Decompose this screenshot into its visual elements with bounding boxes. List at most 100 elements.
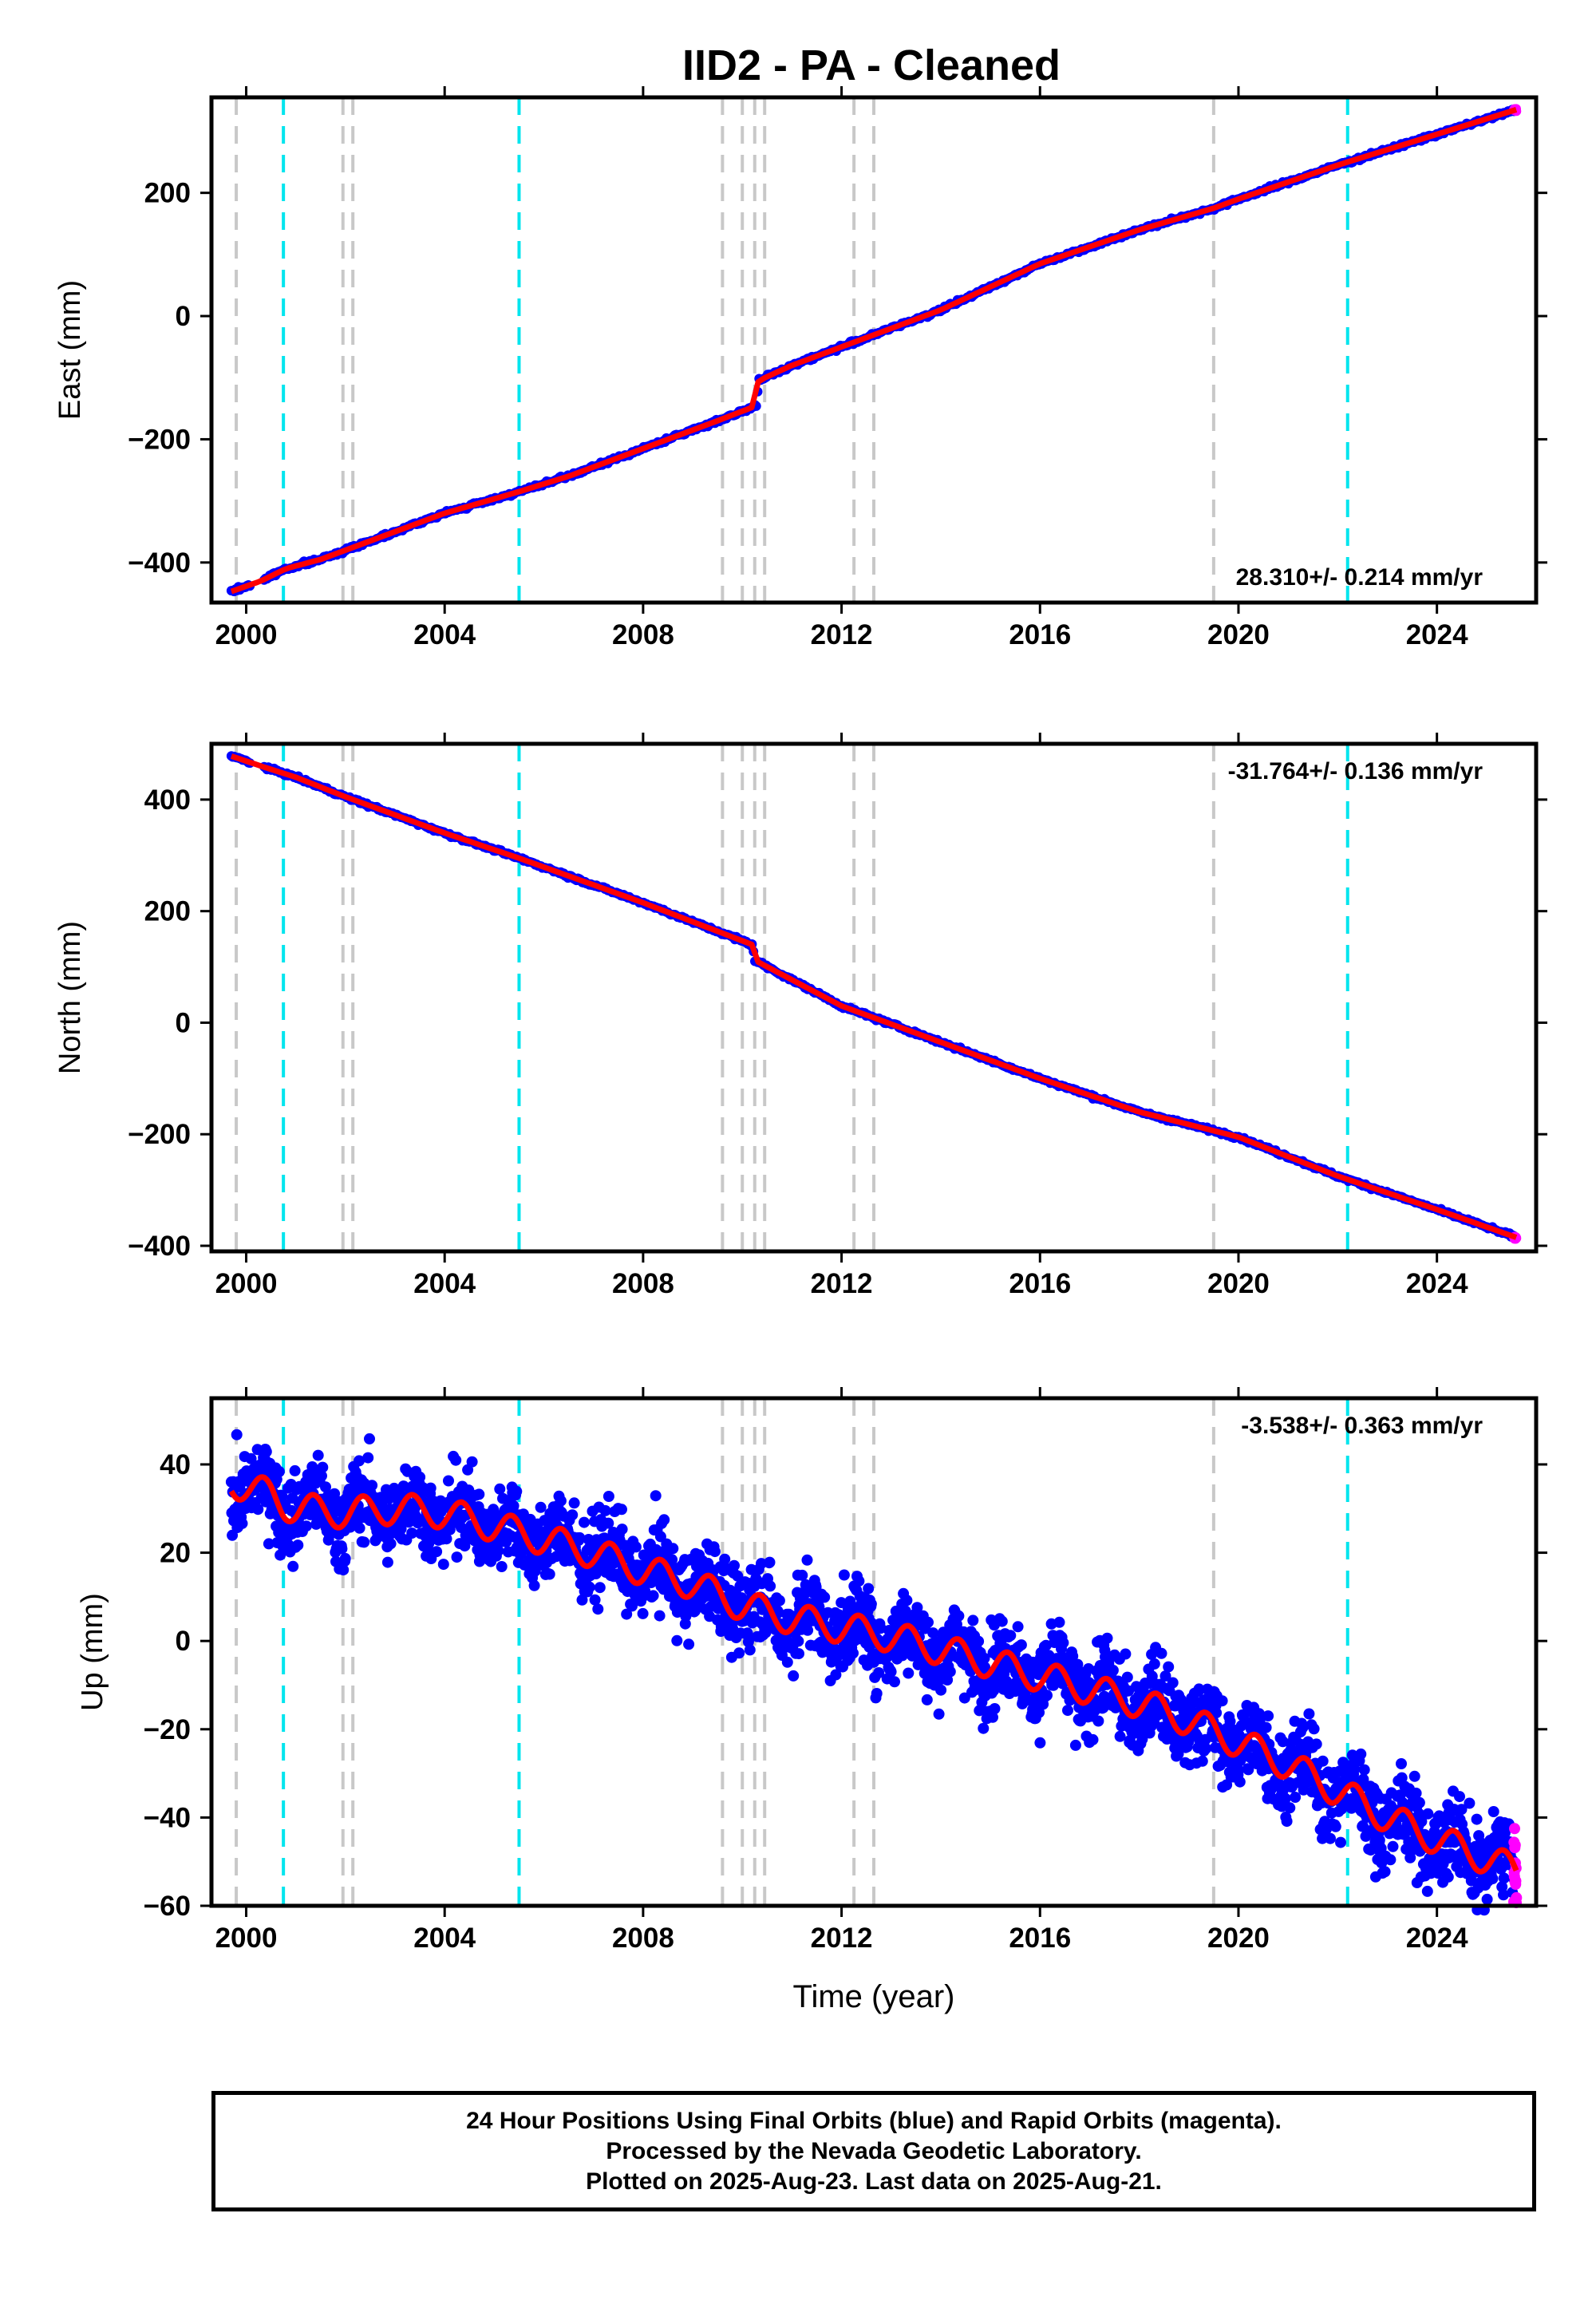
data-point (316, 1470, 327, 1482)
data-point (1284, 1802, 1296, 1814)
chart-svg: IID2 - PA - Cleaned 2000 2004 2008 2012 2016 2… (53, 41, 1547, 2014)
x-tick-label: 2000 (215, 1268, 278, 1299)
data-point (1385, 1854, 1396, 1866)
data-point (1015, 1639, 1027, 1651)
data-point (354, 1522, 365, 1534)
data-point (819, 1591, 831, 1603)
data-point (1200, 1742, 1212, 1754)
data-point (927, 1627, 939, 1639)
data-point (1442, 1871, 1454, 1883)
footer-box: 24 Hour Positions Using Final Orbits (bl… (211, 2091, 1536, 2211)
data-point (1422, 1808, 1434, 1820)
y-tick-label: 20 (160, 1538, 191, 1569)
data-point (1373, 1834, 1385, 1846)
data-point (1211, 1707, 1223, 1719)
data-point (1040, 1639, 1052, 1651)
data-point (1303, 1708, 1315, 1720)
y-axis-label: Up (mm) (76, 1593, 109, 1711)
data-point (535, 1501, 547, 1513)
data-point (287, 1560, 299, 1572)
y-tick-label: 0 (176, 1626, 191, 1657)
footer-line-3: Plotted on 2025-Aug-23. Last data on 202… (586, 2168, 1162, 2195)
data-point (1464, 1797, 1476, 1809)
data-point (1163, 1661, 1175, 1673)
figure-title: IID2 - PA - Cleaned (682, 41, 1061, 89)
rate-label: -31.764+/- 0.136 mm/yr (1228, 758, 1483, 785)
data-point (1196, 1755, 1208, 1767)
x-tick-label: 2008 (612, 1923, 674, 1954)
x-tick-label: 2016 (1009, 1923, 1071, 1954)
data-point (933, 1708, 945, 1720)
data-point (658, 1514, 670, 1526)
data-point (978, 1722, 990, 1734)
data-point (1159, 1670, 1171, 1682)
data-point (719, 1553, 731, 1565)
data-point (543, 1568, 555, 1580)
data-point (1262, 1710, 1274, 1722)
x-tick-label: 2012 (811, 1923, 873, 1954)
data-point (338, 1564, 350, 1576)
data-point (781, 1656, 793, 1668)
data-point (921, 1694, 933, 1705)
x-axis-label: Time (year) (793, 1979, 955, 2014)
data-point (437, 1559, 449, 1571)
y-tick-label: 400 (144, 785, 191, 816)
data-point (1487, 1873, 1499, 1884)
rate-label: -3.538+/- 0.363 mm/yr (1241, 1413, 1483, 1439)
data-point (873, 1667, 885, 1678)
data-point (1172, 1748, 1184, 1760)
data-point (973, 1635, 985, 1647)
data-point (1499, 1827, 1511, 1839)
data-point (1481, 1893, 1493, 1905)
x-tick-label: 2004 (413, 1923, 476, 1954)
y-tick-label: 40 (160, 1449, 191, 1480)
data-point (273, 1466, 285, 1477)
data-point (236, 1517, 248, 1529)
x-tick-label: 2020 (1207, 1268, 1270, 1299)
data-point (1069, 1739, 1081, 1751)
data-point (650, 1490, 662, 1502)
data-point (1092, 1715, 1104, 1727)
data-point (381, 1556, 393, 1568)
data-point (1114, 1730, 1126, 1742)
x-tick-label: 2008 (612, 619, 674, 650)
data-point (989, 1703, 1001, 1714)
data-point (594, 1582, 606, 1594)
data-point (889, 1676, 900, 1688)
data-point (875, 1622, 887, 1634)
data-point (1355, 1748, 1367, 1760)
data-point (1120, 1648, 1132, 1660)
data-point (733, 1647, 745, 1659)
data-point (579, 1516, 590, 1528)
data-point (511, 1485, 523, 1497)
data-point (1325, 1832, 1336, 1844)
panel-north: 2000 2004 2008 2012 2016 2020 20244002000−200−… (53, 733, 1547, 1299)
data-point (406, 1528, 418, 1539)
data-point (1005, 1630, 1017, 1642)
data-point (339, 1552, 351, 1564)
data-point (801, 1554, 813, 1566)
data-point (667, 1543, 679, 1555)
data-point (1454, 1791, 1465, 1803)
data-point (602, 1517, 614, 1529)
data-point (1057, 1637, 1069, 1649)
data-point (1279, 1792, 1291, 1804)
data-point (647, 1590, 659, 1602)
data-point (1456, 1804, 1468, 1816)
data-point (865, 1598, 877, 1610)
data-point (602, 1491, 614, 1502)
data-point (1087, 1733, 1099, 1745)
data-point (1358, 1764, 1370, 1776)
data-point (764, 1556, 776, 1568)
rapid-point (1509, 1840, 1521, 1851)
data-point (1297, 1721, 1309, 1733)
data-point (1396, 1758, 1407, 1769)
x-tick-label: 2020 (1207, 1923, 1270, 1954)
data-point (796, 1569, 808, 1581)
data-point (425, 1482, 437, 1494)
data-point (911, 1602, 923, 1614)
data-point (1193, 1683, 1205, 1695)
data-point (637, 1607, 649, 1619)
y-tick-label: −60 (144, 1891, 191, 1922)
data-point (853, 1575, 865, 1587)
